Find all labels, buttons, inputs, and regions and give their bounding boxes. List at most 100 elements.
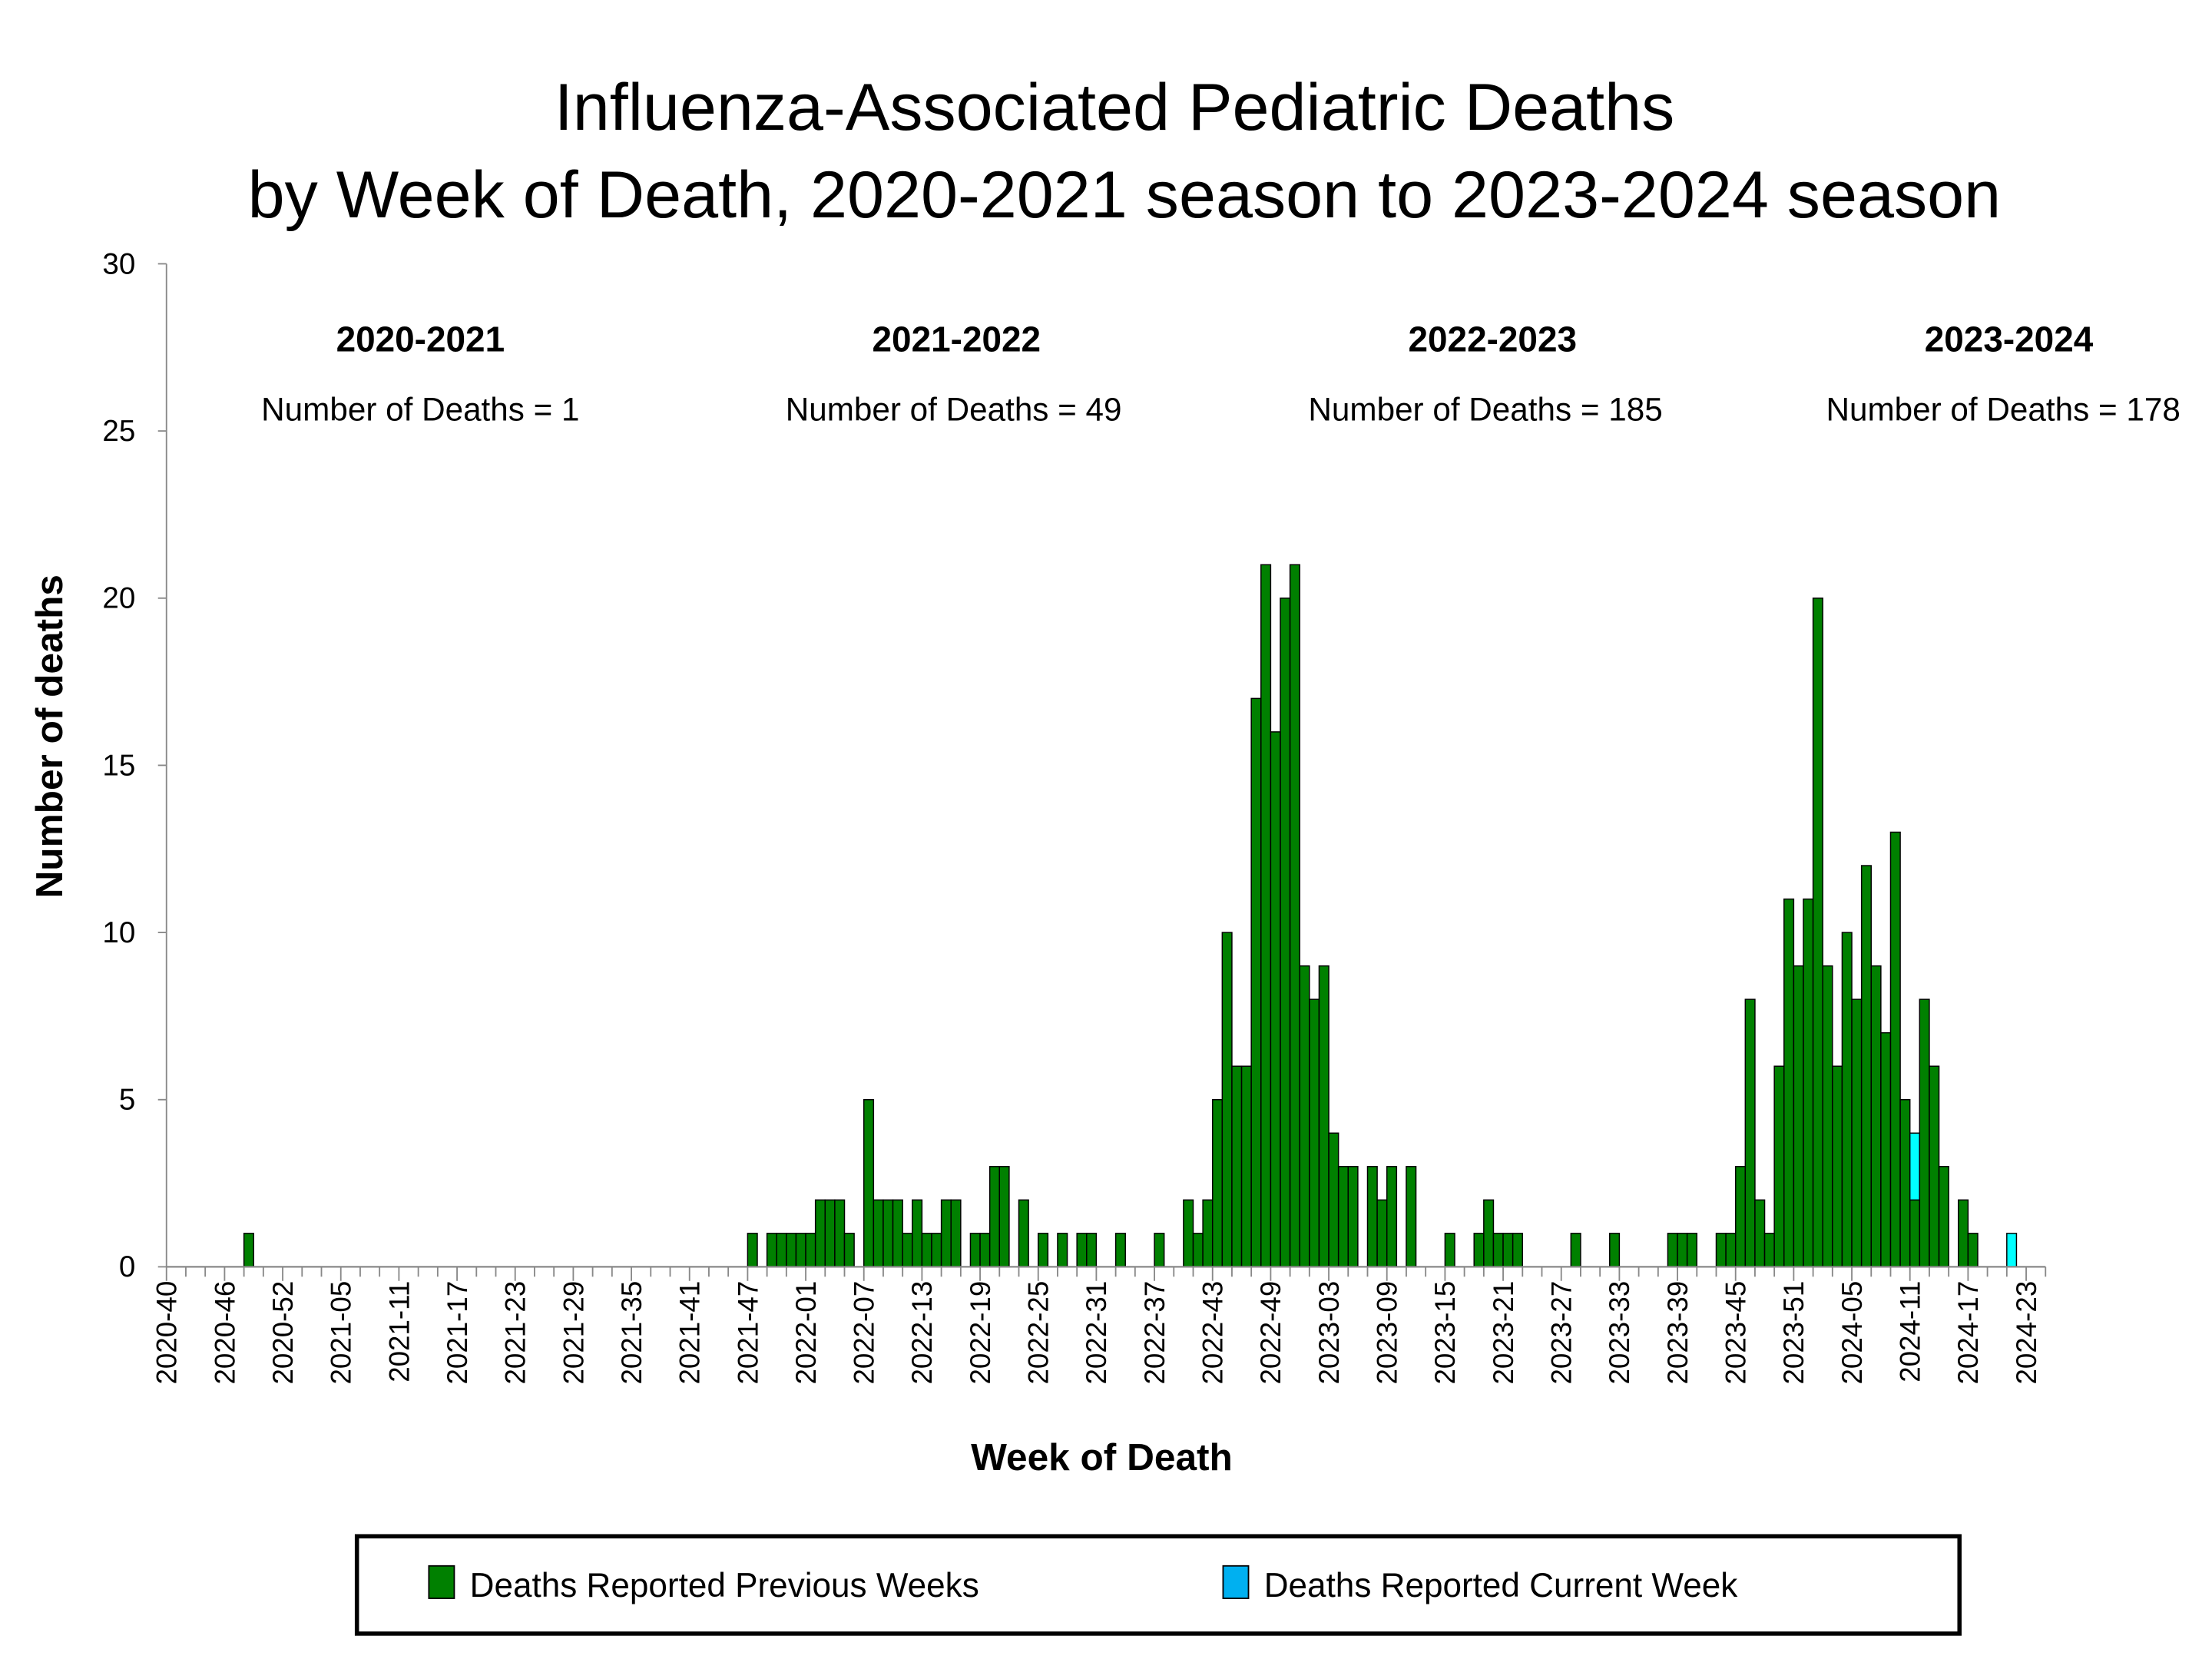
- bar-previous-2024-02: [1822, 965, 1833, 1268]
- x-tick-label: 2022-13: [906, 1281, 938, 1385]
- y-axis-title: Number of deaths: [28, 575, 71, 898]
- x-tick-label: 2020-46: [209, 1281, 240, 1385]
- bar-current-2024-11: [1909, 1132, 1921, 1201]
- bar-previous-2022-07: [863, 1099, 875, 1268]
- bar-previous-2023-32: [1609, 1233, 1621, 1268]
- y-tick-label: 10: [102, 916, 135, 949]
- bar-previous-2023-01: [1309, 998, 1320, 1268]
- bar-previous-2022-29: [1076, 1233, 1088, 1268]
- bar-previous-2024-13: [1929, 1065, 1940, 1268]
- bar-previous-2022-15: [940, 1199, 952, 1268]
- bar-previous-2022-46: [1240, 1065, 1252, 1268]
- bar-previous-2024-11: [1909, 1199, 1921, 1268]
- season-label-2021-2022: 2021-2022: [873, 319, 1041, 359]
- bar-previous-2023-47: [1754, 1199, 1766, 1268]
- bar-previous-2024-06: [1860, 865, 1873, 1268]
- bar-previous-2022-04: [834, 1199, 846, 1268]
- bar-previous-2022-27: [1057, 1233, 1068, 1268]
- x-tick-label: 2021-11: [383, 1281, 415, 1382]
- bar-previous-2022-49: [1270, 731, 1281, 1268]
- bar-previous-2023-20: [1492, 1233, 1504, 1268]
- season-count-2020-2021: Number of Deaths = 1: [261, 391, 579, 427]
- bar-previous-2022-19: [979, 1233, 991, 1268]
- bar-previous-2023-04: [1337, 1166, 1349, 1268]
- x-tick-label: 2023-09: [1372, 1281, 1403, 1385]
- x-tick-label: 2021-41: [674, 1281, 706, 1385]
- bar-previous-2022-16: [950, 1199, 962, 1268]
- bar-previous-2022-13: [921, 1233, 932, 1268]
- bar-previous-2024-07: [1870, 965, 1882, 1268]
- bar-previous-2023-44: [1725, 1233, 1737, 1268]
- bar-previous-2023-18: [1473, 1233, 1485, 1268]
- x-tick-label: 2024-23: [2011, 1281, 2042, 1385]
- bar-previous-2023-40: [1686, 1233, 1698, 1268]
- x-tick-label: 2024-11: [1895, 1281, 1926, 1382]
- legend-swatch-previous-weeks: [428, 1565, 455, 1599]
- x-tick-label: 2022-31: [1081, 1281, 1112, 1385]
- x-tick-label: 2023-27: [1546, 1281, 1578, 1385]
- season-count-2023-2024: Number of Deaths = 178: [1826, 391, 2180, 427]
- x-tick-label: 2024-17: [1952, 1281, 1984, 1385]
- x-tick-label: 2023-21: [1488, 1281, 1519, 1385]
- bar-previous-2022-51: [1289, 564, 1300, 1268]
- x-tick-label: 2022-25: [1023, 1281, 1055, 1385]
- season-label-2020-2021: 2020-2021: [336, 319, 505, 359]
- bar-previous-2022-18: [969, 1233, 981, 1268]
- bar-previous-2023-38: [1667, 1233, 1678, 1268]
- bar-previous-2024-04: [1841, 932, 1853, 1268]
- y-tick-label: 5: [119, 1084, 135, 1117]
- bar-previous-2023-22: [1512, 1233, 1524, 1268]
- y-tick-label: 25: [102, 415, 135, 448]
- bar-previous-2023-49: [1773, 1065, 1785, 1268]
- bar-previous-2021-47: [747, 1233, 758, 1268]
- bar-previous-2022-52: [1299, 965, 1310, 1268]
- x-tick-label: 2020-40: [151, 1281, 183, 1385]
- season-count-2021-2022: Number of Deaths = 49: [786, 391, 1122, 427]
- bar-previous-2023-02: [1318, 965, 1330, 1268]
- bar-previous-2022-05: [843, 1233, 855, 1268]
- bar-previous-2024-01: [1812, 598, 1823, 1268]
- bar-previous-2022-08: [873, 1199, 884, 1268]
- bar-previous-2022-44: [1221, 932, 1233, 1268]
- legend: Deaths Reported Previous Weeks Deaths Re…: [354, 1534, 1962, 1636]
- bar-previous-2023-19: [1483, 1199, 1495, 1268]
- bar-current-2024-21: [2006, 1233, 2018, 1268]
- y-tick-label: 15: [102, 749, 135, 782]
- bar-previous-2021-50: [776, 1233, 787, 1268]
- bar-previous-2023-51: [1793, 965, 1804, 1268]
- bar-previous-2023-15: [1444, 1233, 1455, 1268]
- bar-previous-2023-43: [1715, 1233, 1727, 1268]
- bar-previous-2024-09: [1889, 831, 1901, 1268]
- bar-previous-2023-07: [1366, 1166, 1378, 1268]
- bar-previous-2022-21: [998, 1166, 1010, 1268]
- bar-previous-2022-03: [824, 1199, 836, 1268]
- x-tick-label: 2021-23: [500, 1281, 531, 1385]
- bar-previous-2023-46: [1744, 998, 1756, 1268]
- bar-previous-2022-10: [892, 1199, 903, 1268]
- x-tick-label: 2022-07: [849, 1281, 880, 1385]
- legend-label-previous-weeks: Deaths Reported Previous Weeks: [470, 1567, 979, 1604]
- x-tick-label: 2023-39: [1662, 1281, 1694, 1385]
- x-tick-label: 2022-43: [1197, 1281, 1229, 1385]
- bar-previous-2022-25: [1037, 1233, 1049, 1268]
- bar-previous-2023-11: [1406, 1166, 1417, 1268]
- x-tick-label: 2022-49: [1255, 1281, 1286, 1385]
- season-count-2022-2023: Number of Deaths = 185: [1308, 391, 1662, 427]
- bar-previous-2022-48: [1260, 564, 1272, 1268]
- bar-previous-2023-05: [1347, 1166, 1359, 1268]
- x-tick-label: 2024-05: [1836, 1281, 1868, 1385]
- x-tick-label: 2020-52: [267, 1281, 299, 1385]
- legend-box: [354, 1534, 1962, 1636]
- legend-swatch-current-week: [1222, 1565, 1250, 1599]
- bar-previous-2022-11: [902, 1233, 913, 1268]
- bar-previous-2022-23: [1018, 1199, 1029, 1268]
- bar-previous-2021-51: [786, 1233, 797, 1268]
- bar-previous-2021-49: [766, 1233, 777, 1268]
- x-tick-label: 2021-35: [616, 1281, 647, 1385]
- chart-title-line-1: Influenza-Associated Pediatric Deaths: [555, 71, 1675, 144]
- x-tick-label: 2021-05: [326, 1281, 357, 1385]
- bar-previous-2024-10: [1899, 1099, 1911, 1268]
- bar-previous-2022-09: [882, 1199, 894, 1268]
- bars: [243, 564, 2018, 1268]
- x-tick-label: 2021-17: [442, 1281, 473, 1385]
